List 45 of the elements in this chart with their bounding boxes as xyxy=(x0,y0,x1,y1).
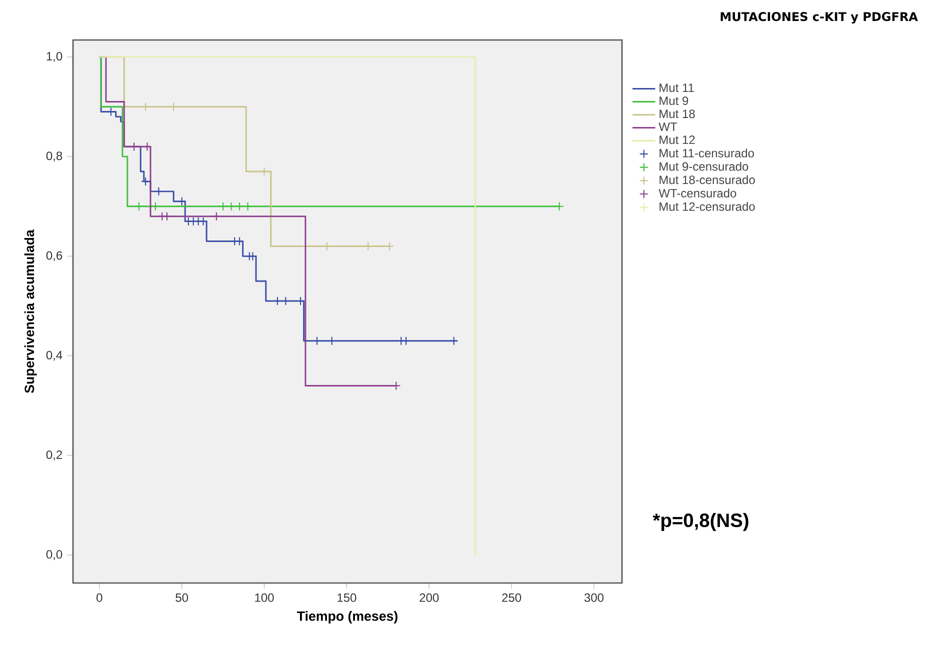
y-axis-title: Supervivencia acumulada xyxy=(24,230,37,393)
point xyxy=(134,202,144,211)
x-tick-label: 100 xyxy=(255,593,274,602)
legend-label: Mut 11 xyxy=(660,84,694,92)
legend-label: Mut 18-censurado xyxy=(660,175,755,184)
point xyxy=(554,202,564,211)
y-tick-label: 1,0 xyxy=(46,52,62,62)
point xyxy=(154,186,164,196)
legend-label: Mut 9-censurado xyxy=(660,162,748,171)
legend-label: WT-censurado xyxy=(658,188,736,198)
point xyxy=(226,202,236,211)
y-tick-label: 0,2 xyxy=(46,450,62,460)
point xyxy=(150,202,160,211)
y-tick-label: 0,8 xyxy=(46,152,62,162)
point xyxy=(401,336,411,346)
legend-label: WT xyxy=(658,122,678,131)
x-tick-label: 50 xyxy=(176,593,188,602)
text: *p=0,8(NS) xyxy=(652,513,748,531)
point xyxy=(142,142,152,152)
y-tick-label: 0,6 xyxy=(46,251,62,262)
point xyxy=(327,336,336,346)
text: MUTACIONES c-KIT y PDGFRA xyxy=(720,12,918,24)
x-tick-label: 300 xyxy=(584,593,604,602)
legend-label: Mut 12 xyxy=(660,136,695,144)
point xyxy=(177,196,186,206)
point xyxy=(449,336,458,346)
x-axis-title: Tiempo (meses) xyxy=(297,611,398,624)
point xyxy=(234,202,244,211)
point xyxy=(198,216,208,226)
legend-label: Mut 11-censurado xyxy=(660,148,754,158)
point xyxy=(162,212,172,221)
x-tick-label: 200 xyxy=(420,593,439,602)
point xyxy=(218,202,228,211)
y-tick-label: 0,0 xyxy=(46,550,62,560)
point xyxy=(141,176,150,186)
point xyxy=(312,336,322,346)
legend-label: Mut 12-censurado xyxy=(660,202,755,211)
x-tick-label: 0 xyxy=(96,593,102,602)
point xyxy=(212,212,221,221)
legend-label: Mut 9 xyxy=(660,96,688,106)
legend-label: Mut 18 xyxy=(660,110,695,118)
y-tick-label: 0,4 xyxy=(46,350,62,361)
x-tick-label: 150 xyxy=(338,593,356,602)
point xyxy=(243,202,252,211)
x-tick-label: 250 xyxy=(502,593,522,602)
